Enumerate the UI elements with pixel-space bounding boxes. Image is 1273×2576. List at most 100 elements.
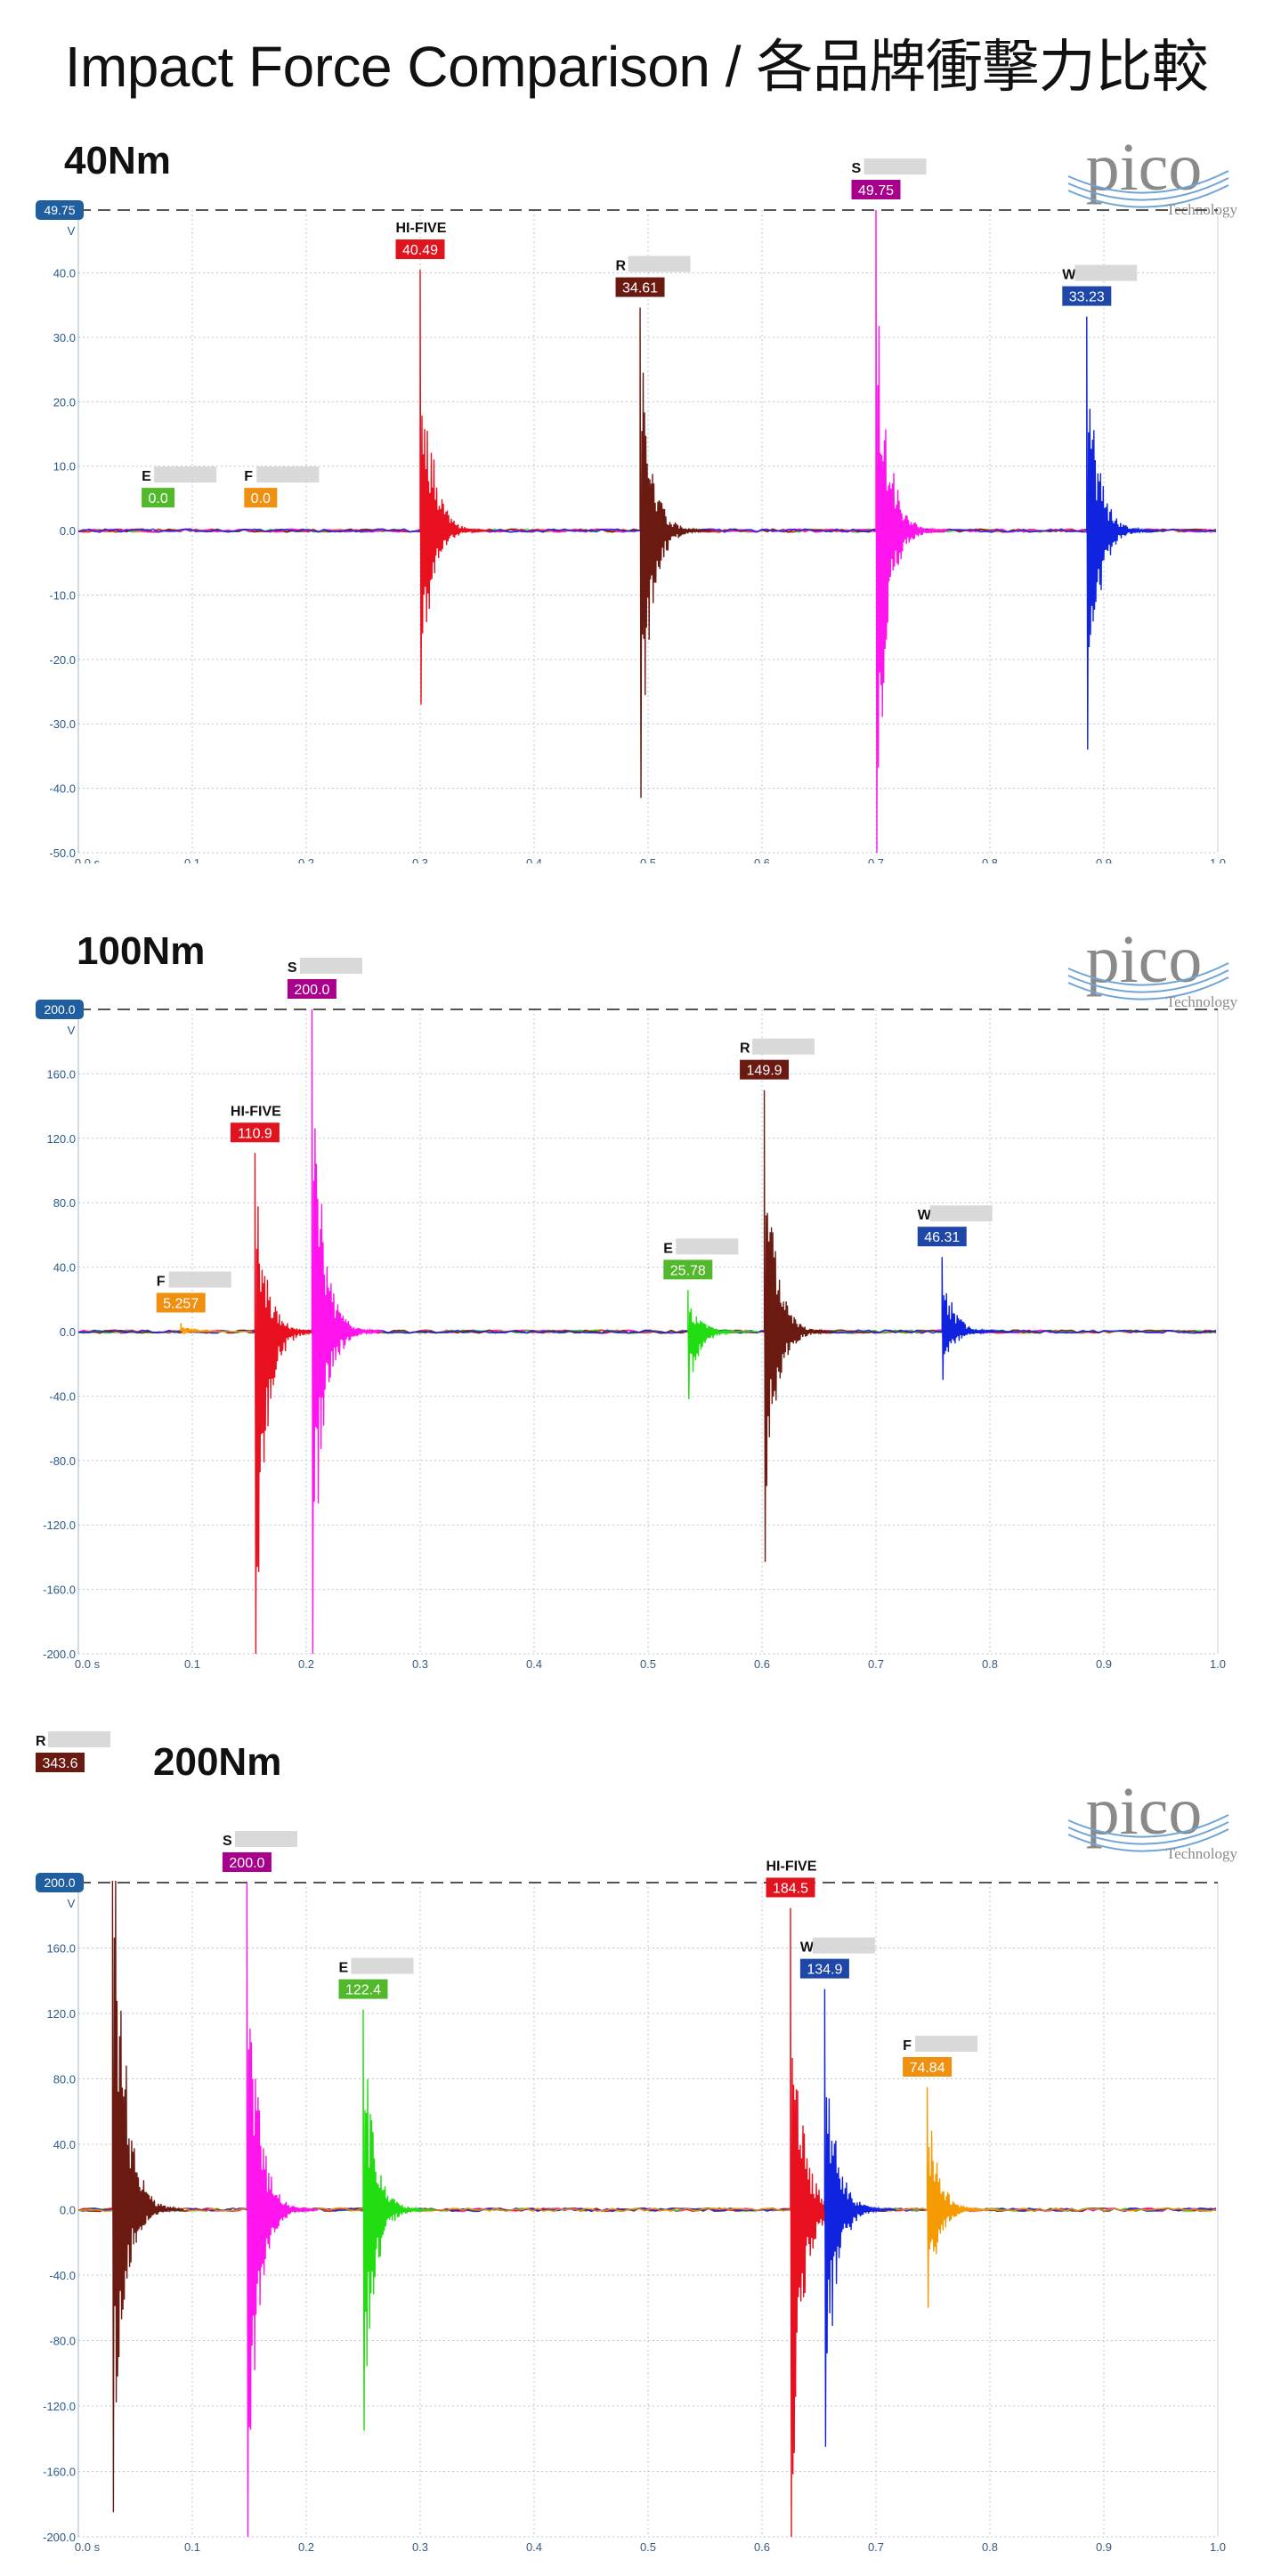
peak-value-label: 184.5 (773, 1881, 808, 1896)
y-tick-label: -120.0 (43, 2400, 76, 2413)
peak-value-label: 40.49 (402, 243, 438, 258)
y-tick-label: -40.0 (49, 2269, 76, 2282)
series-name-label: R (740, 1041, 750, 1057)
x-tick-label: 0.5 (640, 2540, 656, 2554)
y-tick-label: -200.0 (43, 2531, 76, 2544)
y-unit-label: V (68, 1897, 76, 1910)
x-tick-label: 0.8 (982, 856, 998, 863)
x-tick-label: 0.3 (412, 2540, 428, 2554)
series-name-label: F (157, 1274, 166, 1289)
ref-badge-label: 200.0 (44, 1875, 75, 1890)
x-tick-label: 0.5 (640, 1657, 656, 1671)
series-name-label: W (918, 1208, 932, 1223)
peak-value-badge (917, 1227, 967, 1247)
series-burst (639, 307, 712, 798)
x-tick-label: 0.6 (754, 1657, 770, 1671)
peak-value-label: 0.0 (251, 491, 271, 506)
series-burst (941, 1257, 1014, 1381)
panel-label: 40Nm (64, 139, 171, 182)
x-tick-label: 1.0 (1210, 1657, 1226, 1671)
series-name-label: E (663, 1241, 673, 1256)
series-name-label: HI-FIVE (396, 221, 447, 236)
x-tick-label: 0.9 (1096, 1657, 1112, 1671)
x-tick-label: 0.4 (526, 1657, 542, 1671)
peak-value-badge (799, 1958, 849, 1979)
y-tick-label: 0.0 (60, 2204, 76, 2217)
x-tick-label: 0.7 (868, 1657, 884, 1671)
x-tick-label: 0.1 (184, 2540, 200, 2554)
series-name-label: E (339, 1961, 349, 1976)
y-tick-label: 160.0 (46, 1942, 76, 1956)
peak-value-label: 110.9 (238, 1126, 272, 1141)
x-tick-label: 0.2 (298, 856, 314, 863)
redaction-bar (351, 1957, 414, 1974)
peak-value-label: 74.84 (910, 2061, 945, 2076)
ref-badge (36, 1873, 84, 1892)
y-tick-label: 30.0 (53, 331, 76, 344)
peak-value-badge (903, 2056, 953, 2077)
redaction-bar (154, 466, 217, 483)
peak-value-label: 46.31 (924, 1230, 960, 1245)
series-burst (180, 1323, 253, 1334)
series-burst (763, 1090, 836, 1562)
y-tick-label: 0.0 (60, 524, 76, 538)
y-tick-label: 10.0 (53, 460, 76, 474)
y-tick-label: 40.0 (53, 2138, 76, 2151)
y-tick-label: 120.0 (46, 2007, 76, 2021)
peak-value-label: 122.4 (345, 1983, 381, 1998)
ref-badge-label: 200.0 (44, 1002, 75, 1017)
peak-value-label: 5.257 (163, 1296, 199, 1311)
peak-value-badge (36, 1753, 85, 1772)
series-burst (419, 269, 492, 705)
x-tick-label: 0.8 (982, 2540, 998, 2554)
series-burst (926, 2086, 999, 2308)
x-tick-label: 0.5 (640, 856, 656, 863)
y-tick-label: -120.0 (43, 1519, 76, 1532)
chart-panel-40nm: 40Nm pico Technology 0.0 s 0.1 0.2 0.3 0.4 0.… (0, 134, 1273, 863)
redaction-bar (1074, 264, 1138, 281)
peak-value-label: 200.0 (294, 983, 329, 998)
x-tick-label: 0.3 (412, 1657, 428, 1671)
peak-value-label: 33.23 (1069, 290, 1105, 305)
x-tick-label: 0.1 (184, 856, 200, 863)
peak-value-badge (615, 277, 665, 297)
chart-panel-200nm: 200Nm pico Technology 0.0 s 0.1 0.2 0.3 0.4 0… (0, 1722, 1273, 2572)
series-burst (362, 2009, 435, 2431)
ref-badge (36, 1000, 84, 1019)
peak-value-badge (338, 1979, 388, 1999)
y-tick-label: -20.0 (49, 653, 76, 667)
redaction-bar (752, 1038, 815, 1055)
peak-value-badge (287, 979, 336, 999)
y-tick-label: -40.0 (49, 782, 76, 796)
redaction-bar (915, 2035, 978, 2052)
peak-value-badge (142, 488, 175, 508)
x-tick-label: 0.1 (184, 1657, 200, 1671)
series-name-label: HI-FIVE (231, 1104, 281, 1119)
series-name-label: S (223, 1834, 232, 1849)
series-burst (823, 1989, 896, 2447)
chart-plot-200nm: 0.0 s 0.1 0.2 0.3 0.4 0.5 0.6 0.7 0.8 0.9 1.0 160.0… (36, 1731, 1226, 2554)
redaction-bar (256, 466, 320, 483)
peak-value-badge (222, 1852, 272, 1872)
y-tick-label: 80.0 (53, 2073, 76, 2086)
x-tick-label: 0.6 (754, 2540, 770, 2554)
y-tick-label: 120.0 (46, 1132, 76, 1146)
x-tick-label: 0.8 (982, 1657, 998, 1671)
chart-panel-100nm: 100Nm pico Technology 0.0 s 0.1 0.2 0.3 0.4 0… (0, 926, 1273, 1691)
ref-badge-label: 49.75 (44, 203, 75, 217)
series-burst (875, 209, 948, 854)
y-tick-label: -50.0 (49, 847, 76, 860)
x-tick-label: 0.9 (1096, 856, 1112, 863)
series-name-label: S (288, 960, 297, 976)
pico-logo: pico Technology (1050, 1778, 1237, 1875)
series-name-label: W (800, 1940, 815, 1956)
y-tick-label: 160.0 (46, 1067, 76, 1081)
y-tick-label: -160.0 (43, 2466, 76, 2479)
series-name-label: HI-FIVE (766, 1859, 817, 1874)
x-tick-label: 0.7 (868, 856, 884, 863)
redaction-bar (676, 1238, 739, 1255)
x-tick-label: 0.2 (298, 1657, 314, 1671)
y-tick-label: -80.0 (49, 1454, 76, 1468)
y-unit-label: V (68, 1024, 76, 1037)
series-name-label: S (852, 161, 862, 176)
